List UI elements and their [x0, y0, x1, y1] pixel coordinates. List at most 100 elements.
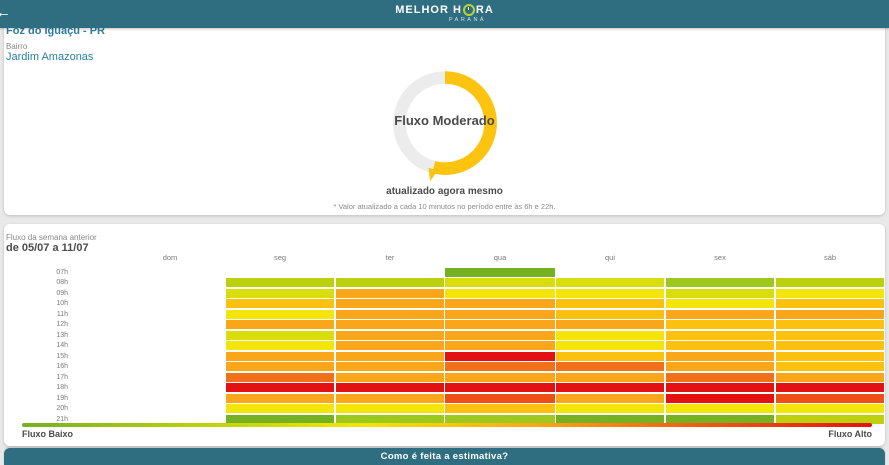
app-logo: MELHOR H RA PARANÁ — [395, 4, 494, 24]
heatmap-cell — [556, 288, 664, 298]
hour-label-18h: 18h — [56, 384, 68, 391]
heatmap-cell — [445, 320, 555, 329]
heatmap-cell — [666, 383, 774, 392]
heatmap-cell — [336, 351, 444, 361]
heatmap-cell — [116, 341, 224, 350]
heatmap-cell — [116, 268, 224, 277]
logo-part2: RA — [475, 3, 494, 16]
heatmap-cell — [445, 372, 555, 382]
heatmap-cell — [776, 372, 884, 382]
heatmap-cell — [226, 299, 334, 308]
heatmap-cell — [445, 383, 555, 392]
heatmap-cell — [556, 362, 664, 371]
heatmap-cell — [445, 362, 555, 371]
heatmap-cell — [226, 383, 334, 392]
heatmap-cell — [116, 299, 224, 308]
heatmap-cell — [226, 309, 334, 319]
hour-label-12h: 12h — [56, 321, 68, 328]
heatmap-cell — [776, 320, 884, 329]
heatmap-cell — [226, 288, 334, 298]
heatmap-cell — [776, 299, 884, 308]
heatmap-cell — [776, 330, 884, 340]
heatmap-cell — [666, 351, 774, 361]
hour-label-14h: 14h — [56, 342, 68, 349]
hour-label-21h: 21h — [56, 415, 68, 423]
heatmap-cell — [776, 362, 884, 371]
heatmap-cell — [226, 362, 334, 371]
day-header-sex: sex — [714, 253, 726, 262]
heatmap-cell — [776, 288, 884, 298]
heatmap-cell — [666, 299, 774, 308]
week-heatmap: dom seg ter qua qui sex sáb 07h 08h 09h 10h 11h 12h 1… — [4, 250, 885, 424]
heatmap-cell — [556, 414, 664, 424]
heatmap-corner — [4, 250, 115, 266]
heatmap-cell — [556, 299, 664, 308]
week-subtitle: Fluxo da semana anterior — [6, 233, 97, 242]
heatmap-cell — [776, 278, 884, 287]
bairro-link[interactable]: Jardim Amazonas — [6, 51, 94, 63]
gauge-section: Fluxo Moderado atualizado agora mesmo * … — [4, 62, 885, 211]
heatmap-cell — [556, 309, 664, 319]
hour-label-08h: 08h — [56, 279, 68, 286]
heatmap-cell — [556, 372, 664, 382]
heatmap-cell — [556, 383, 664, 392]
day-header-sáb: sáb — [823, 253, 837, 262]
day-header-ter: ter — [385, 253, 395, 262]
heatmap-cell — [776, 393, 884, 403]
how-estimate-button[interactable]: Como é feita a estimativa? — [4, 448, 885, 465]
city-link[interactable]: Foz do Iguaçu - PR — [6, 25, 105, 37]
how-estimate-label: Como é feita a estimativa? — [380, 451, 509, 462]
gauge-arc — [431, 71, 497, 175]
heatmap-cell — [445, 299, 555, 308]
heatmap-cell — [556, 268, 664, 277]
back-arrow-icon[interactable]: ← — [0, 4, 11, 21]
heatmap-cell — [445, 351, 555, 361]
hour-label-10h: 10h — [56, 300, 68, 307]
heatmap-cell — [116, 352, 224, 361]
heatmap-cell — [776, 383, 884, 392]
heatmap-cell — [116, 362, 224, 371]
heatmap-cell — [556, 404, 664, 413]
heatmap-cell — [116, 289, 224, 298]
heatmap-cell — [226, 268, 334, 277]
hour-label-11h: 11h — [56, 310, 68, 318]
hour-label-17h: 17h — [56, 373, 68, 381]
bairro-label: Bairro — [6, 42, 28, 51]
current-flow-card: Foz do Iguaçu - PR Bairro Jardim Amazona… — [4, 25, 885, 215]
heatmap-cell — [336, 404, 444, 413]
heatmap-cell — [336, 278, 444, 287]
heatmap-cell — [445, 330, 555, 340]
heatmap-cell — [776, 268, 884, 277]
heatmap-cell — [445, 341, 555, 350]
heatmap-cell — [336, 320, 444, 329]
hour-label-15h: 15h — [56, 352, 68, 360]
heatmap-cell — [116, 383, 224, 392]
legend-low-label: Fluxo Baixo — [22, 429, 74, 439]
heatmap-cell — [116, 320, 224, 329]
heatmap-cell — [226, 372, 334, 382]
heatmap-cell — [116, 373, 224, 382]
heatmap-cell — [666, 393, 774, 403]
heatmap-cell — [116, 394, 224, 403]
heatmap-cell — [226, 341, 334, 350]
flow-status-label: Fluxo Moderado — [394, 112, 495, 128]
heatmap-cell — [666, 278, 774, 287]
heatmap-cell — [226, 330, 334, 340]
heatmap-cell — [666, 330, 774, 340]
heatmap-cell — [666, 268, 774, 277]
heatmap-cell — [556, 351, 664, 361]
logo-part1: MELHOR H — [395, 3, 462, 16]
heatmap-cell — [445, 393, 555, 403]
legend-high-label: Fluxo Alto — [828, 429, 872, 439]
heatmap-cell — [556, 341, 664, 350]
heatmap-cell — [445, 288, 555, 298]
logo-subtitle: PARANÁ — [448, 17, 487, 24]
heatmap-cell — [116, 331, 224, 340]
gauge-pointer-icon — [427, 167, 438, 182]
heatmap-cell — [445, 404, 555, 413]
day-header-seg: seg — [273, 253, 287, 262]
logo-text: MELHOR H RA — [395, 3, 494, 17]
heatmap-cell — [776, 414, 884, 424]
heatmap-cell — [116, 404, 224, 413]
heatmap-cell — [226, 320, 334, 329]
